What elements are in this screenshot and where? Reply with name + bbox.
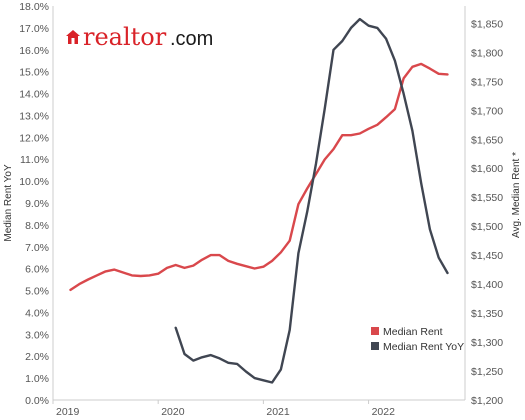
right-tick-label: $1,600 <box>471 163 503 175</box>
legend-swatch-median-rent-yoy <box>371 342 379 350</box>
logo-suffix: .com <box>170 28 213 50</box>
left-tick-label: 5.0% <box>25 286 49 298</box>
left-tick-label: 6.0% <box>25 264 49 276</box>
x-axis-ticks: 2019 2020 2021 2022 <box>52 400 396 418</box>
left-tick-label: 1.0% <box>25 373 49 385</box>
legend-label-median-rent: Median Rent <box>383 326 443 338</box>
right-axis-title: Avg. Median Rent * <box>511 152 522 238</box>
right-tick-label: $1,400 <box>471 279 503 291</box>
left-axis-title: Median Rent YoY <box>3 164 14 242</box>
right-tick-label: $1,300 <box>471 337 503 349</box>
right-tick-label: $1,800 <box>471 47 503 59</box>
legend-item-median-rent: Median Rent <box>371 326 443 338</box>
right-tick-label: $1,500 <box>471 221 503 233</box>
house-door <box>71 38 75 44</box>
left-tick-label: 13.0% <box>19 110 49 122</box>
left-tick-label: 17.0% <box>19 23 49 35</box>
left-tick-label: 11.0% <box>20 154 49 166</box>
right-tick-label: $1,450 <box>471 250 503 262</box>
left-tick-label: 3.0% <box>25 329 49 341</box>
x-tick-label: 2019 <box>56 406 80 418</box>
x-tick-label: 2021 <box>266 406 290 418</box>
legend-label-median-rent-yoy: Median Rent YoY <box>383 341 464 353</box>
x-tick-label: 2022 <box>372 406 396 418</box>
left-tick-label: 2.0% <box>25 351 49 363</box>
logo-brand: realtor <box>83 23 167 51</box>
right-tick-label: $1,350 <box>471 308 503 320</box>
x-tick-label: 2020 <box>161 406 185 418</box>
left-tick-label: 0.0% <box>25 395 49 407</box>
legend-item-median-rent-yoy: Median Rent YoY <box>371 341 464 353</box>
left-tick-label: 8.0% <box>25 220 49 232</box>
series-layer <box>69 17 449 384</box>
right-tick-label: $1,850 <box>471 18 503 30</box>
left-tick-label: 10.0% <box>19 176 49 188</box>
series-line-median-rent-yoy <box>174 17 449 384</box>
legend: Median Rent Median Rent YoY <box>371 326 464 353</box>
left-tick-label: 4.0% <box>25 307 49 319</box>
left-tick-label: 7.0% <box>25 242 49 254</box>
left-tick-label: 14.0% <box>19 89 49 101</box>
left-tick-label: 12.0% <box>19 132 49 144</box>
right-tick-label: $1,750 <box>471 76 503 88</box>
left-tick-label: 18.0% <box>19 1 49 13</box>
left-tick-label: 15.0% <box>19 67 49 79</box>
realtor-logo: realtor .com <box>66 23 213 51</box>
house-icon <box>66 30 80 44</box>
right-tick-label: $1,550 <box>471 192 503 204</box>
series-line-median-rent <box>69 62 449 292</box>
left-tick-label: 9.0% <box>25 198 49 210</box>
legend-swatch-median-rent <box>371 327 379 335</box>
left-axis-ticks: 0.0% 1.0% 2.0% 3.0% 4.0% 5.0% 6.0% 7.0% 8.0% 9.0%… <box>19 1 49 407</box>
left-tick-label: 16.0% <box>19 45 49 57</box>
right-axis-ticks: $1,200 $1,250 $1,300 $1,350 $1,400 $1,450 $1,5… <box>471 18 503 407</box>
right-tick-label: $1,200 <box>471 395 503 407</box>
right-tick-label: $1,250 <box>471 366 503 378</box>
right-tick-label: $1,700 <box>471 105 503 117</box>
right-tick-label: $1,650 <box>471 134 503 146</box>
